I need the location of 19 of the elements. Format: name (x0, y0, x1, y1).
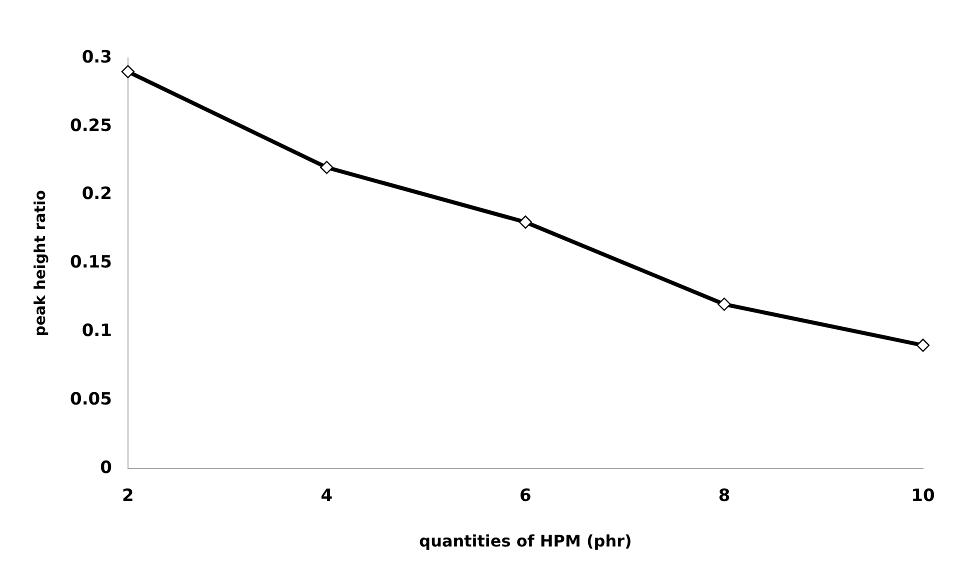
point (121, 65, 135, 78)
point (718, 298, 731, 311)
point (518, 216, 532, 229)
y-tick-label: 0.25 (70, 116, 112, 136)
y-tick-label: 0.05 (70, 389, 112, 410)
x-tick-label: 6 (520, 486, 532, 506)
y-tick-label: 0.3 (82, 47, 112, 68)
y-tick-label: 0.2 (82, 184, 112, 204)
x-axis-title: quantities of HPM (phr) (419, 532, 632, 551)
x-tick-label: 2 (122, 486, 134, 506)
point (320, 160, 334, 174)
x-tick-label: 10 (911, 486, 935, 506)
y-tick-label: 0.15 (70, 252, 112, 273)
y-tick-label: 0 (100, 458, 112, 478)
point (916, 338, 930, 352)
y-tick-label: 0.1 (82, 321, 112, 342)
y-axis-title: peak height ratio (30, 190, 49, 336)
x-tick-label: 4 (320, 486, 333, 506)
x-tick-label: 8 (718, 486, 730, 506)
